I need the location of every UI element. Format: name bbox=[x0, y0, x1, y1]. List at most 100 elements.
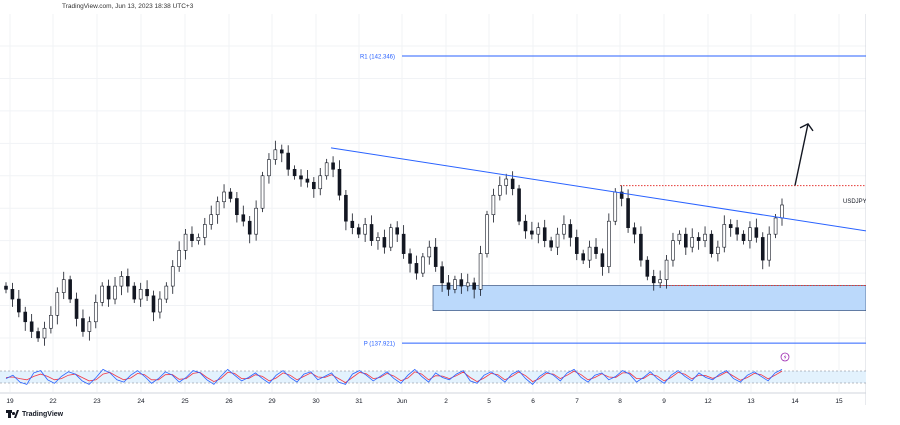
x-tick-label: 8 bbox=[618, 398, 622, 405]
candle-body bbox=[651, 276, 656, 284]
candle-body bbox=[613, 191, 618, 222]
candle-body bbox=[600, 253, 605, 267]
candle-body bbox=[498, 185, 502, 196]
tradingview-logo: TradingView bbox=[6, 410, 63, 418]
candle-body bbox=[299, 175, 303, 180]
candle-body bbox=[209, 214, 214, 225]
x-tick-label: 22 bbox=[49, 398, 57, 405]
candle-body bbox=[164, 285, 169, 300]
candle-body bbox=[337, 168, 342, 196]
candle-body bbox=[485, 214, 489, 254]
candle-body bbox=[748, 227, 752, 241]
candle-body bbox=[446, 282, 451, 290]
candle-body bbox=[773, 217, 778, 235]
support-zone bbox=[432, 285, 866, 311]
candle-body bbox=[132, 285, 137, 300]
oscillator-fast-line bbox=[5, 368, 783, 385]
candle-body bbox=[677, 233, 682, 241]
candle-body bbox=[735, 227, 739, 235]
candle-body bbox=[709, 233, 714, 254]
candle-body bbox=[363, 224, 367, 235]
candle-body bbox=[369, 224, 374, 241]
candle-body bbox=[100, 285, 104, 303]
candle-body bbox=[574, 237, 579, 254]
candle-body bbox=[722, 224, 727, 248]
candle-body bbox=[478, 253, 483, 290]
candle-body bbox=[93, 302, 98, 323]
candle-body bbox=[542, 227, 547, 241]
candle-body bbox=[4, 285, 8, 290]
candle-body bbox=[619, 191, 624, 199]
x-tick-label: 30 bbox=[312, 398, 320, 405]
candle-body bbox=[395, 227, 400, 235]
candle-body bbox=[106, 285, 111, 300]
candle-body bbox=[414, 263, 419, 274]
downtrend-line bbox=[330, 147, 866, 232]
candle-body bbox=[215, 201, 220, 216]
candle-body bbox=[555, 233, 560, 248]
candle-body bbox=[318, 175, 323, 190]
candle-body bbox=[74, 298, 79, 319]
candle-body bbox=[696, 237, 701, 241]
candle-body bbox=[427, 246, 432, 258]
candle-body bbox=[228, 191, 233, 199]
candle-body bbox=[459, 279, 464, 287]
candle-body bbox=[273, 149, 278, 160]
candle-body bbox=[254, 207, 258, 235]
candle-body bbox=[42, 327, 47, 339]
candle-body bbox=[453, 279, 457, 290]
candle-body bbox=[639, 233, 643, 261]
x-tick-label: 9 bbox=[662, 398, 666, 405]
candle-body bbox=[741, 233, 746, 241]
up-arrow-head bbox=[799, 122, 814, 132]
candle-body bbox=[286, 152, 290, 170]
candle-body bbox=[408, 253, 412, 264]
candle-body bbox=[305, 178, 310, 183]
candle-body bbox=[632, 227, 637, 235]
tradingview-logo-icon bbox=[6, 410, 19, 418]
candle-body bbox=[517, 188, 521, 222]
candle-body bbox=[29, 321, 34, 332]
symbol-label: USDJPY bbox=[843, 199, 866, 205]
candle-body bbox=[376, 237, 380, 241]
x-tick-label: 7 bbox=[575, 398, 579, 405]
candle-body bbox=[190, 233, 194, 241]
x-tick-label: 13 bbox=[747, 398, 755, 405]
candle-body bbox=[177, 250, 181, 267]
candle-body bbox=[401, 233, 406, 254]
candle-body bbox=[119, 276, 124, 287]
candle-body bbox=[716, 246, 720, 254]
candle-body bbox=[658, 279, 662, 284]
candle-body bbox=[703, 233, 707, 241]
candle-body bbox=[760, 237, 765, 261]
event-bolt-icon bbox=[783, 354, 787, 360]
candle-body bbox=[196, 237, 201, 241]
candle-body bbox=[145, 289, 149, 297]
candle-body bbox=[324, 162, 329, 177]
candle-body bbox=[36, 331, 40, 339]
candle-body bbox=[536, 227, 541, 235]
candle-body bbox=[151, 295, 156, 313]
candle-body bbox=[510, 178, 515, 190]
tradingview-logo-text: TradingView bbox=[22, 410, 64, 418]
candle-body bbox=[331, 162, 335, 170]
candle-body bbox=[382, 237, 387, 248]
candle-body bbox=[235, 198, 239, 216]
candle-body bbox=[728, 224, 733, 228]
candle-body bbox=[421, 256, 425, 274]
candle-body bbox=[433, 246, 438, 267]
candle-body bbox=[138, 289, 143, 300]
candle-body bbox=[126, 276, 130, 287]
x-tick-label: 12 bbox=[704, 398, 712, 405]
price-chart[interactable]: JPY142.500142.000141.500141.000140.50014… bbox=[0, 0, 866, 425]
candle-body bbox=[356, 227, 361, 235]
candle-body bbox=[350, 220, 355, 228]
candle-body bbox=[767, 233, 771, 261]
candle-body bbox=[530, 230, 534, 235]
candle-body bbox=[113, 285, 117, 300]
x-tick-label: 14 bbox=[791, 398, 799, 405]
candle-body bbox=[523, 220, 528, 232]
up-arrow-shaft bbox=[794, 123, 809, 186]
candle-body bbox=[267, 159, 271, 177]
candle-body bbox=[170, 266, 175, 287]
